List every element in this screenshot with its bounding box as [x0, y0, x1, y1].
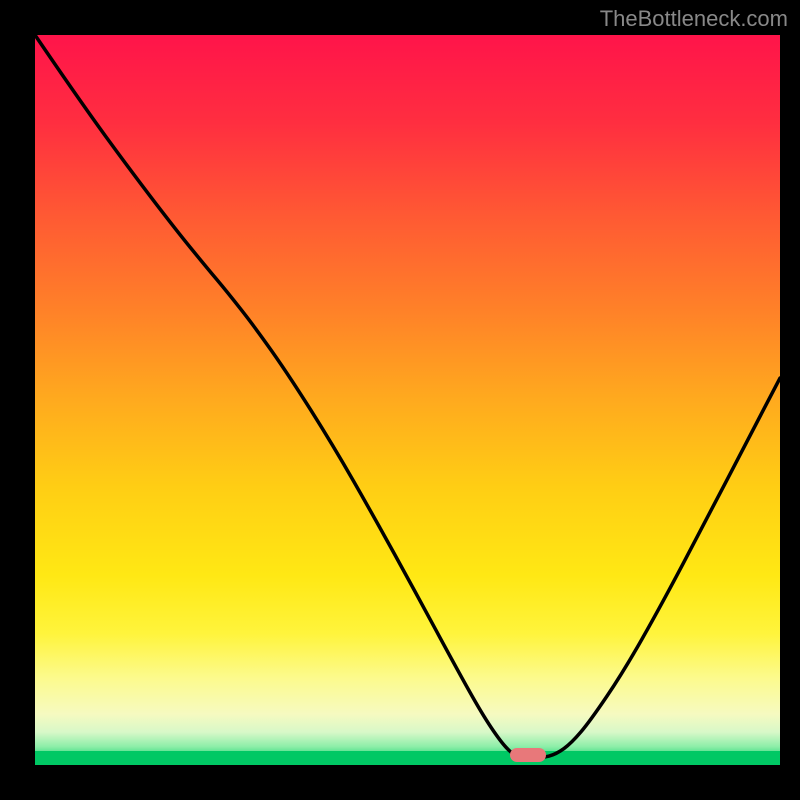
watermark-text: TheBottleneck.com [600, 6, 788, 32]
bottleneck-chart [35, 35, 780, 765]
optimal-point-marker [510, 748, 546, 762]
bottleneck-curve [35, 35, 780, 765]
